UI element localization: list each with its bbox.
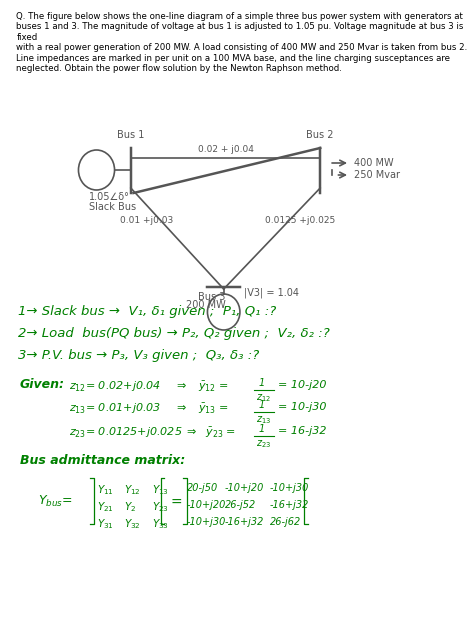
Text: |V3| = 1.04: |V3| = 1.04 bbox=[244, 287, 299, 298]
Text: $Y_{11}$: $Y_{11}$ bbox=[98, 483, 114, 497]
Text: $Y_{21}$: $Y_{21}$ bbox=[98, 500, 114, 514]
Text: 26-j62: 26-j62 bbox=[270, 517, 301, 527]
Text: $z_{12}$= 0.02+j0.04    $\Rightarrow$   $\bar{y}_{12}$ =: $z_{12}$= 0.02+j0.04 $\Rightarrow$ $\bar… bbox=[70, 380, 230, 394]
Text: 3→ P.V. bus → P₃, V₃ given ;  Q₃, δ₃ :?: 3→ P.V. bus → P₃, V₃ given ; Q₃, δ₃ :? bbox=[18, 349, 259, 362]
Text: 1: 1 bbox=[259, 400, 265, 410]
Text: $z_{13}$: $z_{13}$ bbox=[256, 414, 272, 426]
Text: $Y_{33}$: $Y_{33}$ bbox=[152, 517, 169, 531]
Text: 1→ Slack bus →  V₁, δ₁ given ;  P₁, Q₁ :?: 1→ Slack bus → V₁, δ₁ given ; P₁, Q₁ :? bbox=[18, 305, 276, 318]
Text: 1: 1 bbox=[259, 378, 265, 388]
Text: 0.0125 +j0.025: 0.0125 +j0.025 bbox=[265, 216, 336, 225]
Text: $Y_2$: $Y_2$ bbox=[125, 500, 137, 514]
Text: Slack Bus: Slack Bus bbox=[89, 202, 137, 212]
Text: Bus 3: Bus 3 bbox=[199, 292, 226, 302]
Text: $z_{13}$= 0.01+j0.03    $\Rightarrow$   $\bar{y}_{13}$ =: $z_{13}$= 0.01+j0.03 $\Rightarrow$ $\bar… bbox=[70, 402, 230, 416]
Text: $z_{12}$: $z_{12}$ bbox=[256, 392, 271, 404]
Text: $Y_{bus}$=: $Y_{bus}$= bbox=[38, 494, 73, 509]
Text: 400 MW: 400 MW bbox=[354, 158, 393, 168]
Text: $Y_{12}$: $Y_{12}$ bbox=[125, 483, 141, 497]
Text: 200 MW: 200 MW bbox=[186, 300, 226, 310]
Text: 2→ Load  bus(PQ bus) → P₂, Q₂ given ;  V₂, δ₂ :?: 2→ Load bus(PQ bus) → P₂, Q₂ given ; V₂,… bbox=[18, 327, 330, 340]
Text: Bus 1: Bus 1 bbox=[117, 130, 145, 140]
Text: -10+j30: -10+j30 bbox=[270, 483, 309, 493]
Text: Bus admittance matrix:: Bus admittance matrix: bbox=[20, 454, 185, 467]
Text: -10+j30: -10+j30 bbox=[187, 517, 226, 527]
Text: = 10-j30: = 10-j30 bbox=[278, 402, 326, 412]
Text: Q. The figure below shows the one-line diagram of a simple three bus power syste: Q. The figure below shows the one-line d… bbox=[16, 12, 467, 73]
Text: = 16-j32: = 16-j32 bbox=[278, 426, 326, 436]
Text: $Y_{13}$: $Y_{13}$ bbox=[152, 483, 169, 497]
Text: 1: 1 bbox=[259, 424, 265, 434]
Text: -10+j20: -10+j20 bbox=[187, 500, 226, 510]
Text: $z_{23}$= 0.0125+j0.025 $\Rightarrow$  $\bar{y}_{23}$ =: $z_{23}$= 0.0125+j0.025 $\Rightarrow$ $\… bbox=[70, 426, 237, 440]
Text: $z_{23}$: $z_{23}$ bbox=[256, 438, 272, 450]
Text: =: = bbox=[171, 496, 182, 510]
Text: Bus 2: Bus 2 bbox=[307, 130, 334, 140]
Text: -16+j32: -16+j32 bbox=[225, 517, 264, 527]
Text: -16+j32: -16+j32 bbox=[270, 500, 309, 510]
Text: = 10-j20: = 10-j20 bbox=[278, 380, 326, 390]
Text: 26-j52: 26-j52 bbox=[225, 500, 256, 510]
Text: 1.05∠δ°: 1.05∠δ° bbox=[89, 192, 130, 202]
Text: $Y_{31}$: $Y_{31}$ bbox=[98, 517, 114, 531]
Text: 0.01 +j0.03: 0.01 +j0.03 bbox=[120, 216, 173, 225]
Text: 250 Mvar: 250 Mvar bbox=[354, 170, 400, 180]
Text: $Y_{23}$: $Y_{23}$ bbox=[152, 500, 169, 514]
Text: 20-j50: 20-j50 bbox=[187, 483, 218, 493]
Text: $Y_{32}$: $Y_{32}$ bbox=[125, 517, 141, 531]
Text: -10+j20: -10+j20 bbox=[225, 483, 264, 493]
Text: 0.02 + j0.04: 0.02 + j0.04 bbox=[198, 145, 254, 154]
Text: Given:: Given: bbox=[20, 378, 65, 391]
